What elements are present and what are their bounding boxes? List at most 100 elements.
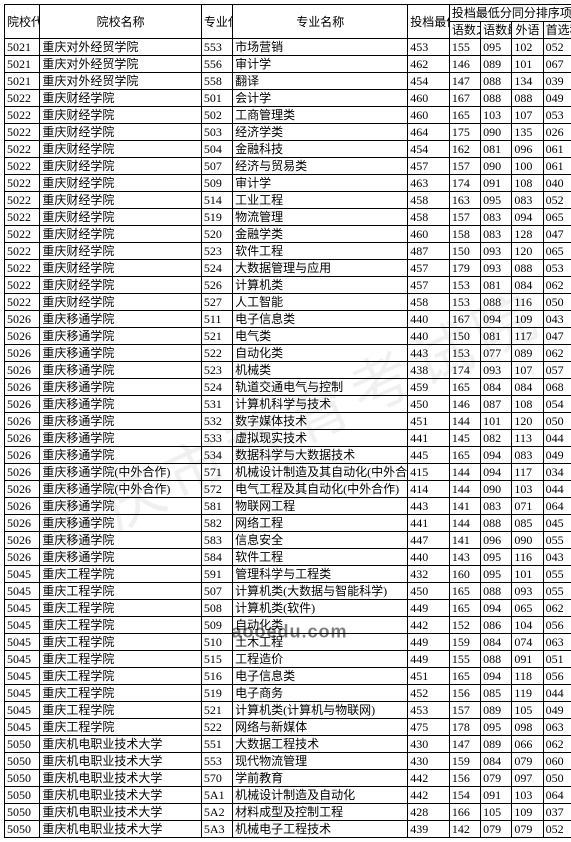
table-cell: 440 (408, 311, 450, 328)
table-cell: 454 (408, 141, 450, 158)
table-cell: 088 (481, 90, 512, 107)
table-cell: 090 (481, 481, 512, 498)
table-cell: 150 (449, 243, 480, 260)
table-cell: 039 (543, 73, 571, 90)
table-cell: 085 (481, 685, 512, 702)
table-cell: 061 (543, 141, 571, 158)
table-cell: 167 (449, 90, 480, 107)
table-cell: 083 (481, 226, 512, 243)
table-cell: 088 (512, 260, 543, 277)
table-cell: 067 (543, 56, 571, 73)
table-cell: 5A3 (201, 821, 232, 838)
table-cell: 430 (408, 736, 450, 753)
table-cell: 152 (449, 617, 480, 634)
table-cell: 520 (201, 226, 232, 243)
table-cell: 重庆机电职业技术大学 (40, 736, 202, 753)
table-cell: 083 (512, 192, 543, 209)
table-row: 5022重庆财经学院520金融学类460158083128047 (5, 226, 571, 243)
table-cell: 084 (512, 379, 543, 396)
table-cell: 144 (449, 481, 480, 498)
table-cell: 翻译 (233, 73, 408, 90)
table-cell: 材料成型及控制工程 (233, 804, 408, 821)
table-cell: 522 (201, 719, 232, 736)
table-row: 5022重庆财经学院509审计学463174091108040 (5, 175, 571, 192)
table-row: 5045重庆工程学院515工程造价449155088091051 (5, 651, 571, 668)
table-cell: 105 (512, 702, 543, 719)
th-s4: 首选科目 (543, 22, 571, 39)
table-cell: 软件工程 (233, 549, 408, 566)
table-cell: 158 (449, 226, 480, 243)
table-cell: 103 (481, 107, 512, 124)
table-cell: 153 (449, 294, 480, 311)
table-cell: 521 (201, 328, 232, 345)
table-cell: 自动化类 (233, 617, 408, 634)
table-cell: 501 (201, 90, 232, 107)
table-cell: 5022 (5, 277, 40, 294)
th-rank-group: 投档最低分同分排序项（前4项） (449, 5, 571, 22)
table-cell: 工业工程 (233, 192, 408, 209)
table-cell: 数字媒体技术 (233, 413, 408, 430)
table-row: 5021重庆对外经贸学院556审计学462146089101067 (5, 56, 571, 73)
table-cell: 5026 (5, 413, 40, 430)
table-cell: 142 (449, 821, 480, 838)
table-cell: 457 (408, 277, 450, 294)
table-cell: 451 (408, 413, 450, 430)
table-cell: 523 (201, 362, 232, 379)
table-cell: 119 (512, 685, 543, 702)
table-cell: 5022 (5, 226, 40, 243)
table-cell: 438 (408, 362, 450, 379)
th-s3: 外语 (512, 22, 543, 39)
table-cell: 174 (449, 175, 480, 192)
table-cell: 147 (449, 73, 480, 90)
table-cell: 117 (512, 328, 543, 345)
table-cell: 计算机类(软件) (233, 600, 408, 617)
table-cell: 109 (512, 311, 543, 328)
th-school-code: 院校代号 (5, 5, 40, 39)
table-cell: 5021 (5, 73, 40, 90)
table-cell: 重庆移通学院 (40, 532, 202, 549)
table-cell: 重庆工程学院 (40, 685, 202, 702)
table-cell: 5022 (5, 107, 40, 124)
table-cell: 088 (481, 583, 512, 600)
table-cell: 084 (481, 379, 512, 396)
table-row: 5021重庆对外经贸学院553市场营销453155095102052 (5, 39, 571, 56)
table-cell: 049 (543, 90, 571, 107)
table-row: 5026重庆移通学院511电子信息类440167094109043 (5, 311, 571, 328)
table-cell: 5022 (5, 90, 40, 107)
table-cell: 108 (512, 396, 543, 413)
table-cell: 442 (408, 770, 450, 787)
table-cell: 079 (512, 821, 543, 838)
table-cell: 159 (449, 634, 480, 651)
score-table: 院校代号 院校名称 专业代号 专业名称 投档最低分 投档最低分同分排序项（前4项… (4, 4, 571, 838)
table-cell: 重庆工程学院 (40, 719, 202, 736)
table-cell: 机械设计制造及自动化 (233, 787, 408, 804)
table-cell: 重庆移通学院 (40, 498, 202, 515)
table-cell: 计算机科学与技术 (233, 396, 408, 413)
table-cell: 重庆工程学院 (40, 600, 202, 617)
table-cell: 533 (201, 430, 232, 447)
table-cell: 570 (201, 770, 232, 787)
table-cell: 155 (449, 651, 480, 668)
table-cell: 电子信息类 (233, 668, 408, 685)
table-cell: 088 (512, 90, 543, 107)
table-cell: 重庆财经学院 (40, 209, 202, 226)
table-cell: 重庆移通学院 (40, 345, 202, 362)
table-cell: 441 (408, 515, 450, 532)
table-cell: 049 (543, 447, 571, 464)
table-cell: 5026 (5, 549, 40, 566)
table-cell: 计算机类(大数据与智能科学) (233, 583, 408, 600)
table-cell: 086 (481, 617, 512, 634)
table-cell: 电子商务 (233, 685, 408, 702)
table-cell: 146 (449, 396, 480, 413)
table-cell: 5026 (5, 379, 40, 396)
table-cell: 089 (481, 56, 512, 73)
table-row: 5026重庆移通学院524轨道交通电气与控制459165084084068 (5, 379, 571, 396)
table-cell: 5045 (5, 651, 40, 668)
table-cell: 174 (449, 362, 480, 379)
table-cell: 重庆移通学院(中外合作) (40, 481, 202, 498)
table-cell: 443 (408, 498, 450, 515)
table-cell: 447 (408, 532, 450, 549)
table-header: 院校代号 院校名称 专业代号 专业名称 投档最低分 投档最低分同分排序项（前4项… (5, 5, 571, 39)
table-cell: 094 (512, 209, 543, 226)
table-cell: 449 (408, 634, 450, 651)
